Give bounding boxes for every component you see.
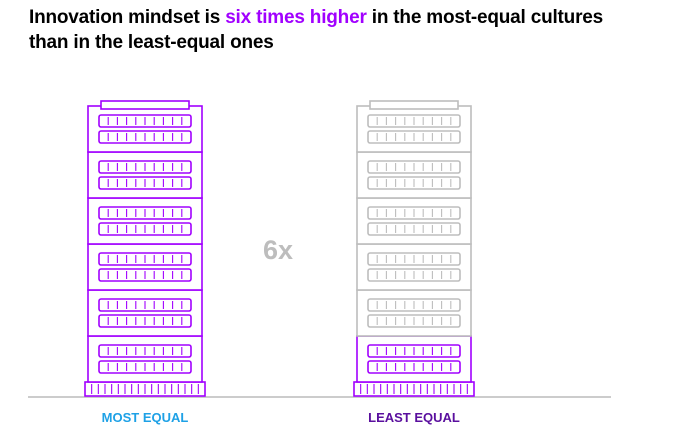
chart-title: Innovation mindset is six times higher i… <box>29 5 669 55</box>
title-highlight: six times higher <box>225 7 367 28</box>
building-base <box>353 381 475 397</box>
ratio-label: 6x <box>263 235 293 265</box>
bar-floor <box>87 335 203 383</box>
bar-floor <box>356 289 472 337</box>
bar-floor <box>356 243 472 291</box>
bar-floor <box>87 243 203 291</box>
building-base <box>84 381 206 397</box>
bar-floor <box>87 197 203 245</box>
title-part-1: Innovation mindset is <box>29 7 226 28</box>
category-label: LEAST EQUAL <box>368 410 460 425</box>
category-label: MOST EQUAL <box>102 410 189 425</box>
bar-floor <box>356 105 472 153</box>
bar-floor <box>356 335 472 383</box>
title-part-2: in the most-equal cultures <box>366 7 604 28</box>
building-roof <box>100 100 190 110</box>
bar-floor <box>87 105 203 153</box>
bar-floor <box>87 151 203 199</box>
building-roof <box>369 100 459 110</box>
bar-floor <box>356 197 472 245</box>
title-line-2: than in the least-equal ones <box>29 32 274 53</box>
bar-floor <box>356 151 472 199</box>
bar-floor <box>87 289 203 337</box>
